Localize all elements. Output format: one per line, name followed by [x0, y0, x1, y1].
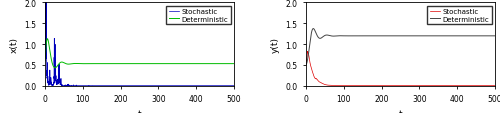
Stochastic	[340, 85, 346, 87]
Stochastic	[492, 85, 498, 87]
X-axis label: t: t	[398, 109, 402, 113]
Stochastic	[42, 3, 48, 4]
Deterministic	[492, 36, 498, 37]
Deterministic	[134, 63, 140, 65]
Stochastic	[480, 85, 486, 87]
Deterministic	[231, 63, 237, 65]
Stochastic	[304, 51, 310, 53]
Stochastic	[42, 60, 48, 62]
Deterministic	[434, 36, 440, 37]
Line: Deterministic: Deterministic	[306, 29, 495, 65]
Deterministic	[303, 65, 309, 66]
Deterministic	[218, 63, 224, 65]
Deterministic	[394, 36, 400, 37]
Stochastic	[134, 85, 140, 87]
Line: Stochastic: Stochastic	[306, 52, 495, 86]
Deterministic	[212, 63, 218, 65]
Deterministic	[340, 36, 346, 37]
Stochastic	[162, 85, 168, 87]
Deterministic	[173, 63, 179, 65]
Stochastic	[394, 85, 400, 87]
Stochastic	[474, 85, 480, 87]
Deterministic	[474, 36, 480, 37]
Y-axis label: x(t): x(t)	[10, 37, 19, 53]
Stochastic	[173, 85, 179, 87]
Stochastic	[218, 85, 224, 87]
Stochastic	[231, 85, 237, 87]
Deterministic	[44, 39, 51, 40]
Deterministic	[310, 29, 316, 30]
Legend: Stochastic, Deterministic: Stochastic, Deterministic	[428, 7, 492, 24]
Deterministic	[79, 63, 85, 65]
Deterministic	[218, 63, 224, 65]
Deterministic	[42, 60, 48, 62]
Deterministic	[52, 67, 58, 69]
Line: Deterministic: Deterministic	[45, 39, 234, 68]
Legend: Stochastic, Deterministic: Stochastic, Deterministic	[166, 7, 230, 24]
Deterministic	[480, 36, 486, 37]
Stochastic	[218, 85, 224, 87]
Stochastic	[434, 85, 440, 87]
Stochastic	[478, 85, 484, 87]
Deterministic	[478, 36, 484, 37]
Line: Stochastic: Stochastic	[45, 3, 234, 86]
Stochastic	[303, 65, 309, 66]
X-axis label: t: t	[138, 109, 141, 113]
Stochastic	[212, 85, 218, 87]
Stochastic	[79, 85, 85, 87]
Y-axis label: y(t): y(t)	[271, 37, 280, 53]
